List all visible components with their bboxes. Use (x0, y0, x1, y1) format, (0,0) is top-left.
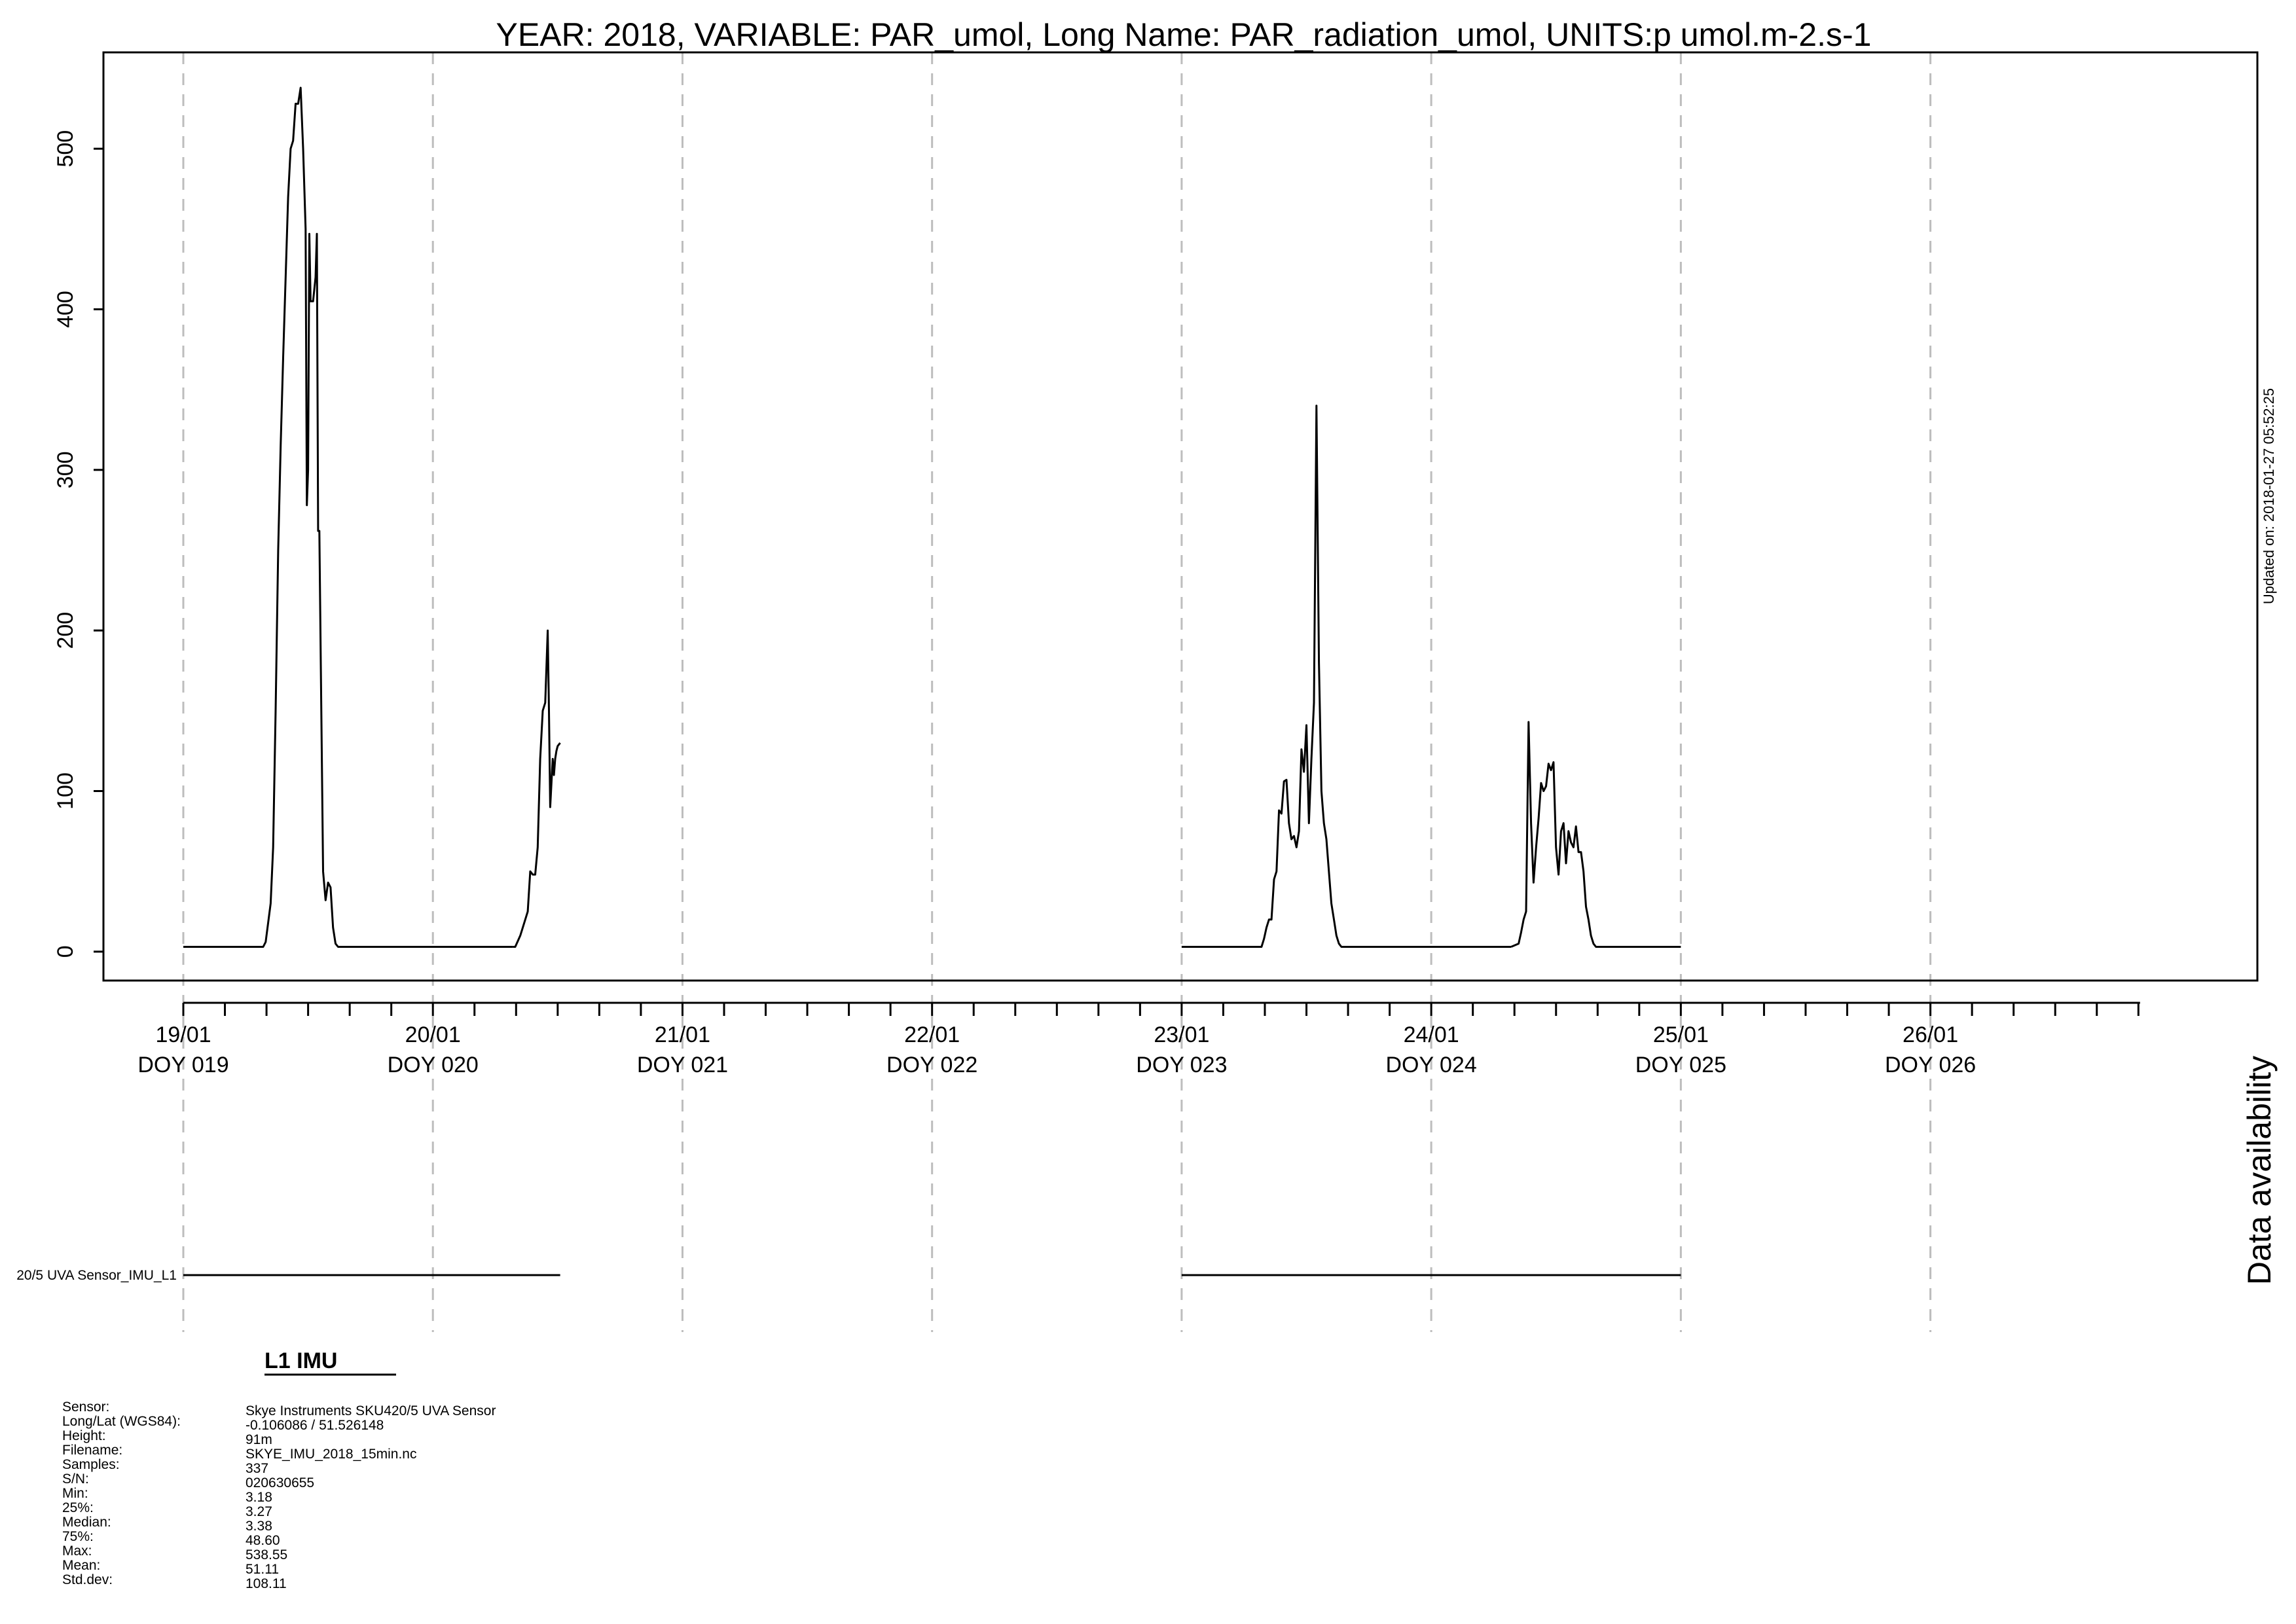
x-tick-date: 21/01 (655, 1022, 710, 1047)
par-line-segment-4 (1510, 721, 1681, 948)
y-tick-label: 300 (53, 451, 78, 488)
par-line-segment-3 (1181, 405, 1512, 948)
info-label: 25%: (62, 1500, 94, 1515)
info-panel-title: L1 IMU (264, 1348, 337, 1373)
info-value: 337 (246, 1461, 268, 1476)
info-label: Height: (62, 1428, 106, 1443)
info-label: Mean: (62, 1558, 100, 1573)
x-tick-doy: DOY 019 (137, 1053, 228, 1077)
x-tick-doy: DOY 021 (637, 1053, 728, 1077)
info-value: 538.55 (246, 1547, 287, 1562)
info-label: Sensor: (62, 1399, 109, 1415)
info-values: Skye Instruments SKU420/5 UVA Sensor-0.1… (246, 1403, 496, 1591)
x-tick-date: 23/01 (1154, 1022, 1209, 1047)
info-value: 48.60 (246, 1533, 280, 1548)
y-tick-label: 400 (53, 291, 78, 328)
x-tick-date: 20/01 (405, 1022, 461, 1047)
x-tick-doy: DOY 026 (1885, 1053, 1976, 1077)
info-label: 75%: (62, 1529, 94, 1544)
x-tick-date: 24/01 (1404, 1022, 1459, 1047)
availability-row-label: 20/5 UVA Sensor_IMU_L1 (16, 1268, 177, 1283)
x-tick-date: 25/01 (1653, 1022, 1709, 1047)
info-value: 108.11 (246, 1576, 287, 1591)
x-tick-doy: DOY 022 (886, 1053, 977, 1077)
info-value: Skye Instruments SKU420/5 UVA Sensor (246, 1403, 496, 1418)
info-label: S/N: (62, 1471, 89, 1487)
x-tick-date: 22/01 (904, 1022, 960, 1047)
day-gridlines (182, 52, 1932, 1332)
y-tick-label: 200 (53, 612, 78, 649)
info-labels: Sensor:Long/Lat (WGS84):Height:Filename:… (62, 1399, 181, 1587)
info-value: 3.27 (246, 1504, 272, 1519)
info-label: Filename: (62, 1443, 122, 1458)
info-value: 3.18 (246, 1490, 272, 1505)
par-series (183, 86, 1681, 948)
info-value: 51.11 (246, 1562, 279, 1577)
plot-area-frame (102, 51, 2259, 982)
x-tick-doy: DOY 023 (1136, 1053, 1227, 1077)
x-tick-date: 26/01 (1903, 1022, 1958, 1047)
info-value: 020630655 (246, 1475, 314, 1490)
x-tick-doy: DOY 025 (1635, 1053, 1726, 1077)
y-tick-label: 0 (53, 945, 78, 958)
chart-title: YEAR: 2018, VARIABLE: PAR_umol, Long Nam… (496, 16, 1872, 53)
y-axis: 0 100 200 300 400 500 (53, 130, 103, 958)
info-value: 3.38 (246, 1519, 272, 1534)
par-line-segment-1 (183, 86, 513, 948)
info-label: Samples: (62, 1457, 120, 1472)
info-label: Long/Lat (WGS84): (62, 1414, 181, 1429)
info-label: Max: (62, 1543, 92, 1559)
info-value: 91m (246, 1432, 272, 1447)
info-label: Median: (62, 1515, 111, 1530)
par-line-segment-2 (513, 629, 561, 948)
x-tick-doy: DOY 024 (1386, 1053, 1477, 1077)
x-tick-doy: DOY 020 (388, 1053, 479, 1077)
data-availability-heading: Data availability (2241, 1056, 2278, 1285)
y-tick-label: 100 (53, 772, 78, 810)
info-value: SKYE_IMU_2018_15min.nc (246, 1447, 417, 1462)
x-tick-date: 19/01 (155, 1022, 211, 1047)
info-label: Std.dev: (62, 1572, 113, 1587)
updated-timestamp: Updated on: 2018-01-27 05:52:25 (2261, 388, 2277, 604)
x-axis: 19/01 DOY 019 20/01 DOY 020 21/01 DOY 021 22/0… (137, 1001, 2140, 1077)
y-tick-label: 500 (53, 130, 78, 168)
info-label: Min: (62, 1486, 88, 1501)
info-value: -0.106086 / 51.526148 (246, 1418, 384, 1433)
